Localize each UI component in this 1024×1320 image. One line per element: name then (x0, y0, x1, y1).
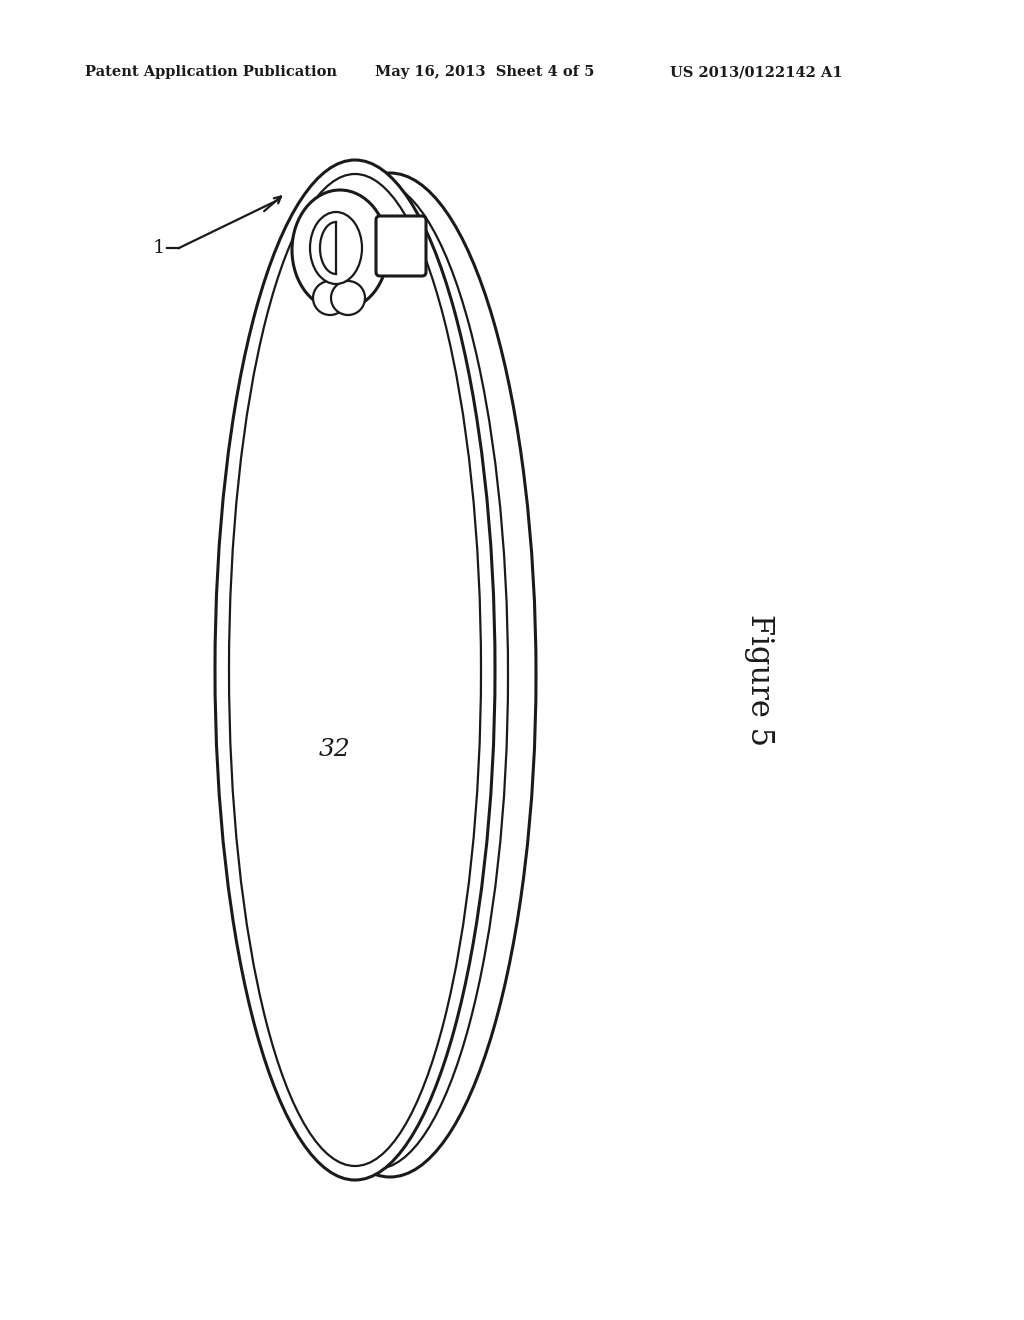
Text: 32: 32 (319, 738, 351, 762)
Ellipse shape (292, 190, 388, 310)
Ellipse shape (215, 160, 495, 1180)
Text: May 16, 2013  Sheet 4 of 5: May 16, 2013 Sheet 4 of 5 (375, 65, 594, 79)
Text: US 2013/0122142 A1: US 2013/0122142 A1 (670, 65, 843, 79)
Ellipse shape (310, 213, 362, 284)
Text: Figure 5: Figure 5 (744, 614, 775, 746)
Ellipse shape (331, 281, 365, 315)
Ellipse shape (313, 281, 347, 315)
FancyBboxPatch shape (376, 216, 426, 276)
Text: Patent Application Publication: Patent Application Publication (85, 65, 337, 79)
Text: 1: 1 (153, 239, 165, 257)
